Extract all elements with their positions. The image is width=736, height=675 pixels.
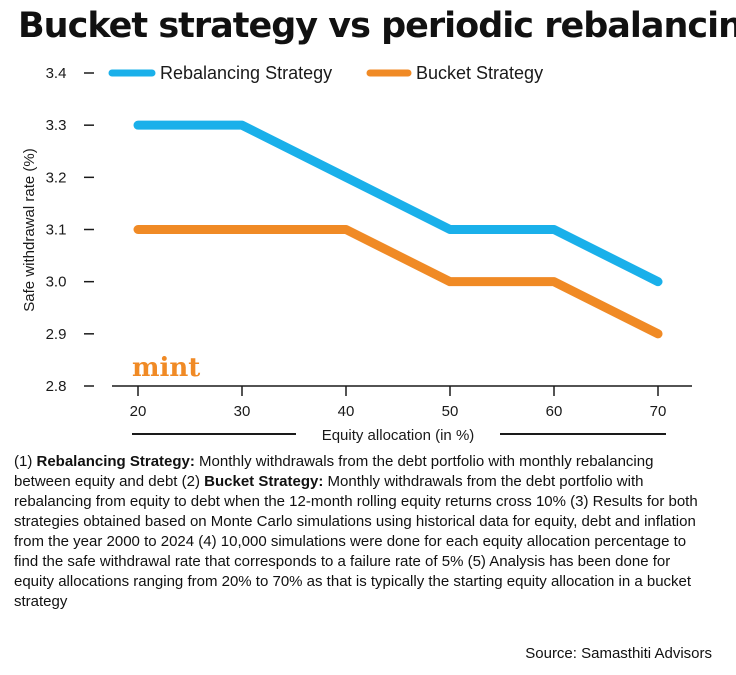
- mint-logo: mint: [132, 353, 200, 383]
- y-tick-label: 3.1: [46, 222, 67, 239]
- y-tick-label: 2.8: [46, 378, 67, 395]
- note-bold-term: Bucket Strategy:: [204, 473, 324, 490]
- y-axis: 2.8 2.9 3.0 3.1 3.2 3.3 3.4: [46, 65, 94, 395]
- series-line: [133, 120, 663, 287]
- y-tick-label: 3.3: [46, 117, 67, 134]
- y-axis-label: Safe withdrawal rate (%): [21, 148, 38, 311]
- y-tick-label: 3.4: [46, 65, 67, 82]
- legend-label: Bucket Strategy: [416, 63, 543, 83]
- x-axis-label: Equity allocation (in %): [322, 427, 475, 444]
- footnotes: (1) Rebalancing Strategy: Monthly withdr…: [14, 452, 704, 612]
- x-axis: 20 30 40 50 60 70: [112, 385, 692, 420]
- legend-label: Rebalancing Strategy: [160, 63, 332, 83]
- note-text: (1): [14, 453, 37, 470]
- source-credit: Source: Samasthiti Advisors: [525, 645, 712, 662]
- y-tick-label: 3.2: [46, 169, 67, 186]
- y-tick-label: 2.9: [46, 326, 67, 343]
- line-chart: 2.8 2.9 3.0 3.1 3.2 3.3 3.4 20 30 40 50 60 70 Rebal…: [21, 63, 692, 444]
- y-tick-label: 3.0: [46, 274, 67, 291]
- chart-title: Bucket strategy vs periodic rebalancing: [18, 6, 736, 46]
- series-line: [133, 225, 663, 339]
- x-tick-label: 50: [442, 403, 459, 420]
- note-bold-term: Rebalancing Strategy:: [36, 453, 195, 470]
- x-tick-label: 40: [338, 403, 355, 420]
- x-tick-label: 70: [650, 403, 667, 420]
- x-tick-label: 30: [234, 403, 251, 420]
- note-text: Monthly withdrawals from the debt portfo…: [14, 473, 698, 610]
- series-group: [133, 120, 663, 339]
- note-text: Monthly withdrawals from the debt portfo…: [14, 453, 654, 490]
- x-tick-label: 20: [130, 403, 147, 420]
- x-tick-label: 60: [546, 403, 563, 420]
- legend: Rebalancing Strategy Bucket Strategy: [108, 63, 543, 83]
